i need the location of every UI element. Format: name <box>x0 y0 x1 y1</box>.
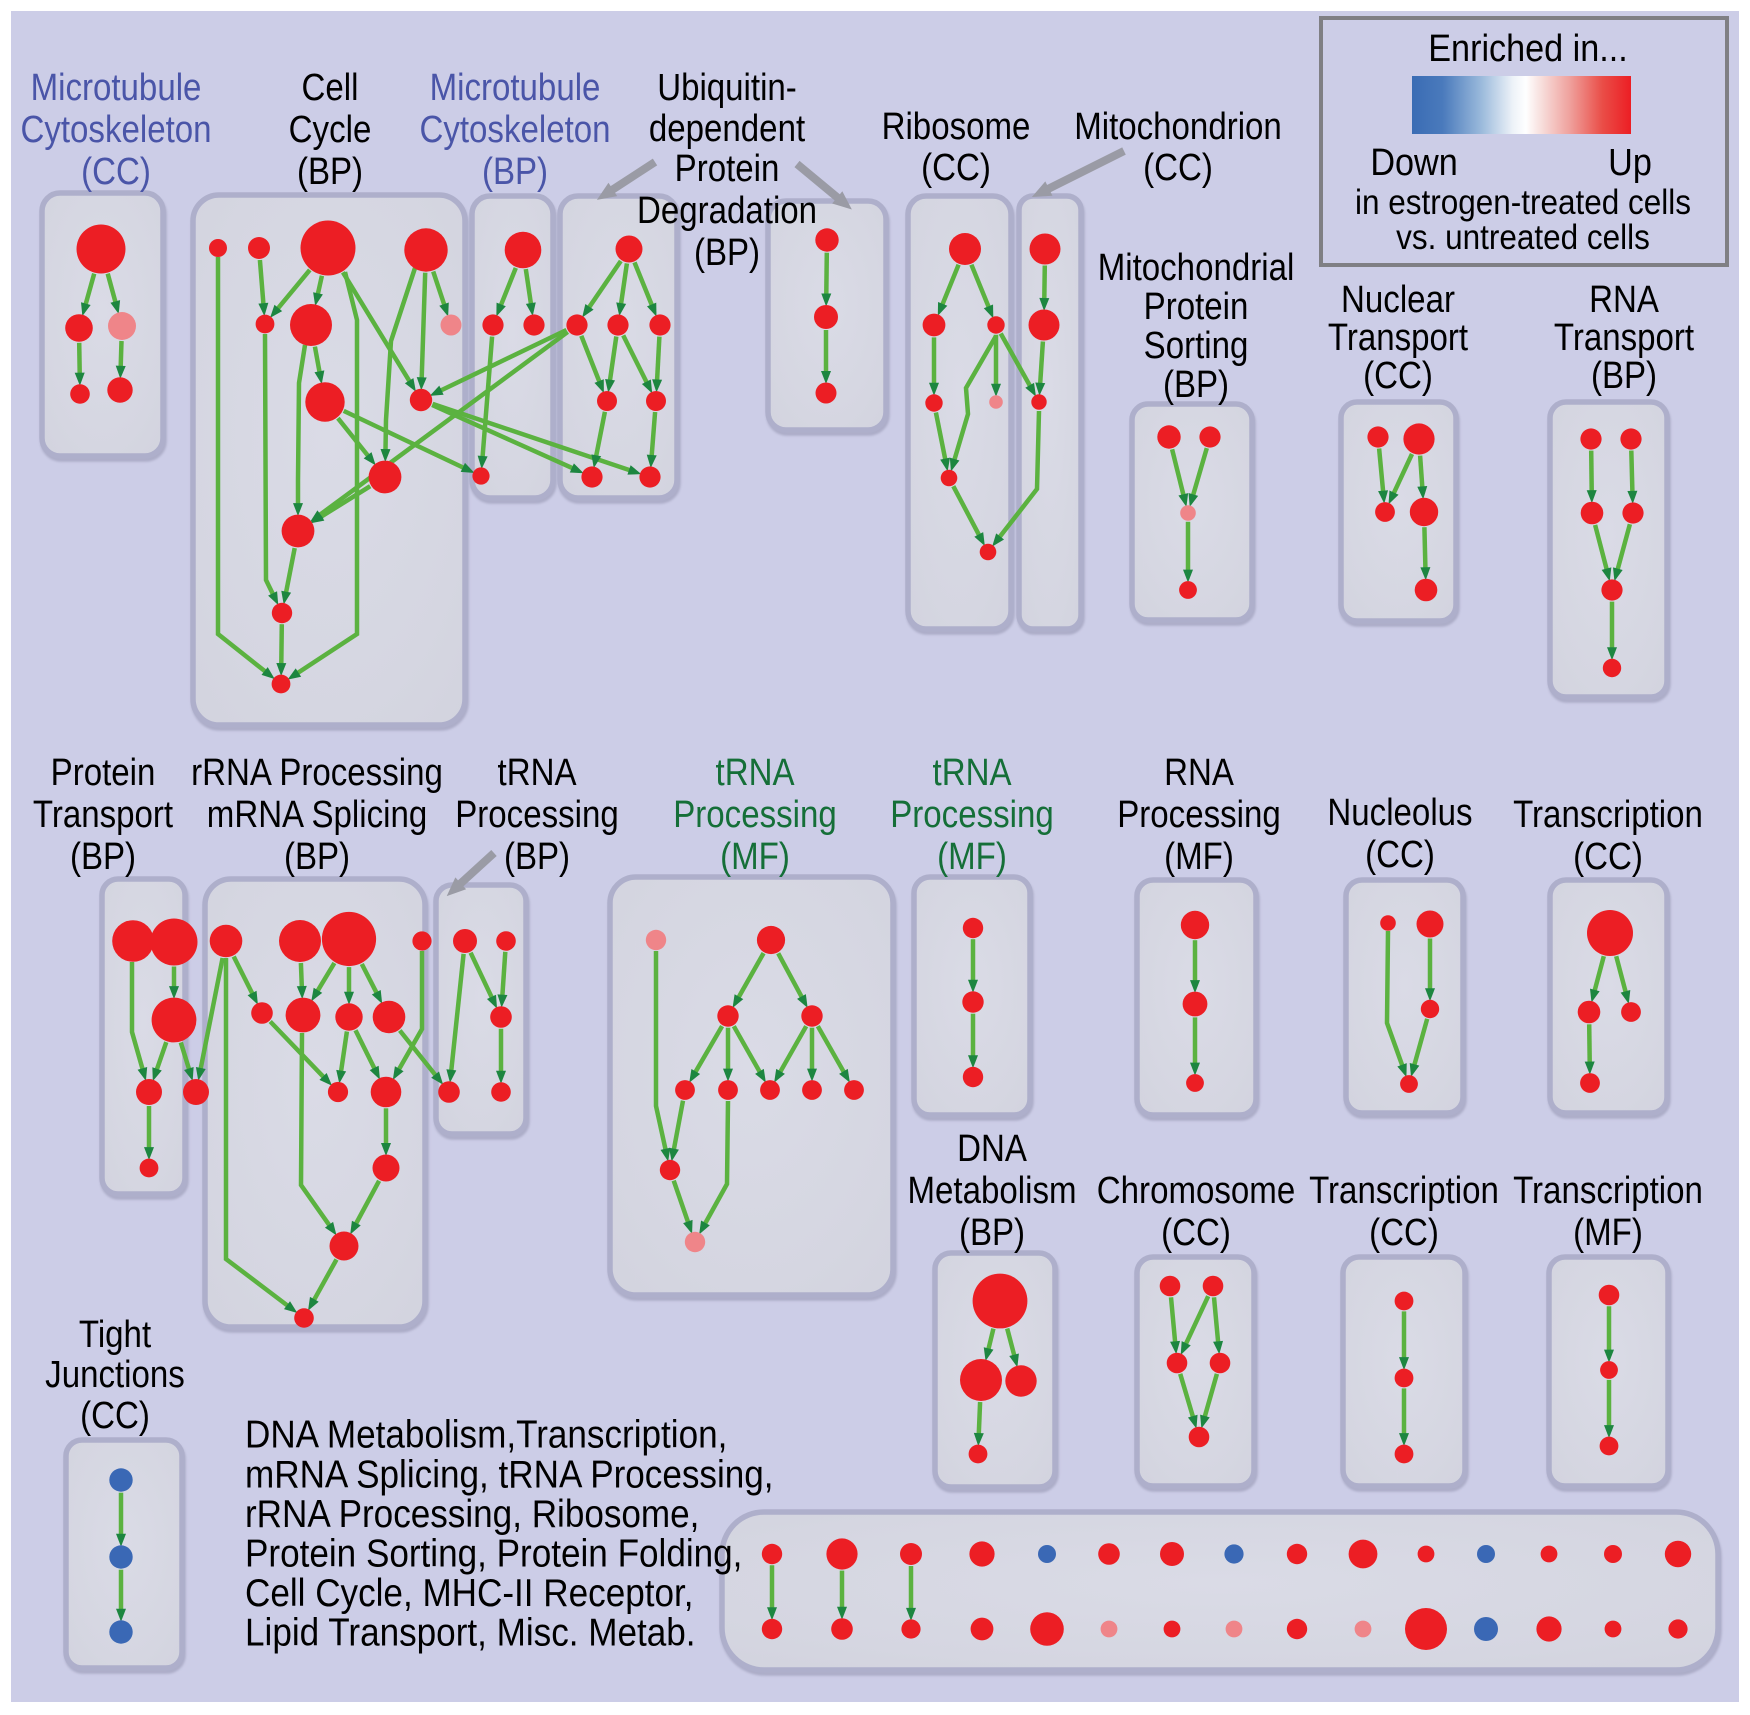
svg-text:Degradation: Degradation <box>637 189 817 232</box>
svg-text:Protein: Protein <box>51 751 156 794</box>
svg-text:(BP): (BP) <box>70 835 136 878</box>
svg-text:Cell Cycle, MHC-II Receptor,: Cell Cycle, MHC-II Receptor, <box>245 1570 694 1614</box>
svg-text:DNA: DNA <box>957 1127 1027 1170</box>
svg-text:(MF): (MF) <box>1164 835 1234 878</box>
svg-text:Processing: Processing <box>455 793 619 836</box>
svg-text:Protein: Protein <box>675 147 780 190</box>
svg-text:Protein Sorting, Protein Foldi: Protein Sorting, Protein Folding, <box>245 1531 742 1575</box>
svg-text:(BP): (BP) <box>1163 363 1229 406</box>
svg-text:mRNA Splicing: mRNA Splicing <box>207 793 427 836</box>
svg-text:RNA: RNA <box>1589 278 1659 321</box>
svg-text:Transcription: Transcription <box>1513 793 1703 836</box>
svg-text:(BP): (BP) <box>1591 354 1657 397</box>
svg-text:Processing: Processing <box>673 793 837 836</box>
svg-text:tRNA: tRNA <box>933 751 1012 794</box>
svg-text:(CC): (CC) <box>1363 354 1433 397</box>
svg-text:(BP): (BP) <box>694 231 760 274</box>
svg-text:Mitochondrion: Mitochondrion <box>1074 105 1282 148</box>
svg-text:(CC): (CC) <box>921 146 991 189</box>
svg-text:vs. untreated cells: vs. untreated cells <box>1396 219 1650 258</box>
svg-text:(MF): (MF) <box>937 835 1007 878</box>
svg-text:Sorting: Sorting <box>1144 324 1249 367</box>
svg-text:(BP): (BP) <box>504 835 570 878</box>
svg-text:(BP): (BP) <box>284 835 350 878</box>
svg-text:Up: Up <box>1608 140 1652 183</box>
svg-text:Mitochondrial: Mitochondrial <box>1098 246 1295 289</box>
svg-text:(CC): (CC) <box>1143 146 1213 189</box>
svg-text:Cell: Cell <box>302 66 359 109</box>
svg-text:Transport: Transport <box>1328 316 1468 359</box>
svg-text:(CC): (CC) <box>80 1394 150 1437</box>
svg-text:Transcription: Transcription <box>1513 1169 1703 1212</box>
svg-text:Transport: Transport <box>33 793 173 836</box>
svg-text:Cytoskeleton: Cytoskeleton <box>419 108 610 151</box>
svg-text:tRNA: tRNA <box>498 751 577 794</box>
svg-text:(CC): (CC) <box>1573 835 1643 878</box>
svg-text:Lipid Transport, Misc. Metab.: Lipid Transport, Misc. Metab. <box>245 1610 696 1654</box>
svg-text:rRNA Processing: rRNA Processing <box>191 751 443 794</box>
svg-text:Cytoskeleton: Cytoskeleton <box>20 108 211 151</box>
svg-text:Nucleolus: Nucleolus <box>1327 791 1472 834</box>
svg-text:(CC): (CC) <box>81 150 151 193</box>
svg-text:(CC): (CC) <box>1161 1211 1231 1254</box>
svg-text:Nuclear: Nuclear <box>1341 278 1455 321</box>
svg-text:Down: Down <box>1370 140 1457 183</box>
svg-text:Processing: Processing <box>1117 793 1281 836</box>
svg-text:(MF): (MF) <box>720 835 790 878</box>
svg-text:Protein: Protein <box>1144 285 1249 328</box>
svg-text:Ubiquitin-: Ubiquitin- <box>657 66 797 109</box>
svg-text:Junctions: Junctions <box>45 1353 185 1396</box>
svg-text:(MF): (MF) <box>1573 1211 1643 1254</box>
svg-text:RNA: RNA <box>1164 751 1234 794</box>
svg-text:Microtubule: Microtubule <box>430 66 601 109</box>
svg-text:Transport: Transport <box>1554 316 1694 359</box>
svg-text:Processing: Processing <box>890 793 1054 836</box>
svg-text:(BP): (BP) <box>482 150 548 193</box>
svg-text:Cycle: Cycle <box>289 108 372 151</box>
svg-text:Tight: Tight <box>79 1313 151 1356</box>
svg-text:(CC): (CC) <box>1369 1211 1439 1254</box>
svg-text:tRNA: tRNA <box>716 751 795 794</box>
svg-text:mRNA Splicing, tRNA Processing: mRNA Splicing, tRNA Processing, <box>245 1452 774 1496</box>
svg-text:Ribosome: Ribosome <box>882 105 1031 148</box>
svg-text:Microtubule: Microtubule <box>31 66 202 109</box>
svg-text:rRNA Processing, Ribosome,: rRNA Processing, Ribosome, <box>245 1491 699 1535</box>
svg-text:(BP): (BP) <box>959 1211 1025 1254</box>
svg-text:Enriched in...: Enriched in... <box>1428 26 1627 69</box>
svg-text:Metabolism: Metabolism <box>907 1169 1076 1212</box>
svg-text:DNA Metabolism,Transcription,: DNA Metabolism,Transcription, <box>245 1412 727 1456</box>
svg-text:dependent: dependent <box>649 107 805 150</box>
svg-text:in estrogen-treated cells: in estrogen-treated cells <box>1355 184 1691 223</box>
svg-text:(CC): (CC) <box>1365 833 1435 876</box>
svg-text:Transcription: Transcription <box>1309 1169 1499 1212</box>
svg-text:Chromosome: Chromosome <box>1097 1169 1295 1212</box>
svg-text:(BP): (BP) <box>297 150 363 193</box>
